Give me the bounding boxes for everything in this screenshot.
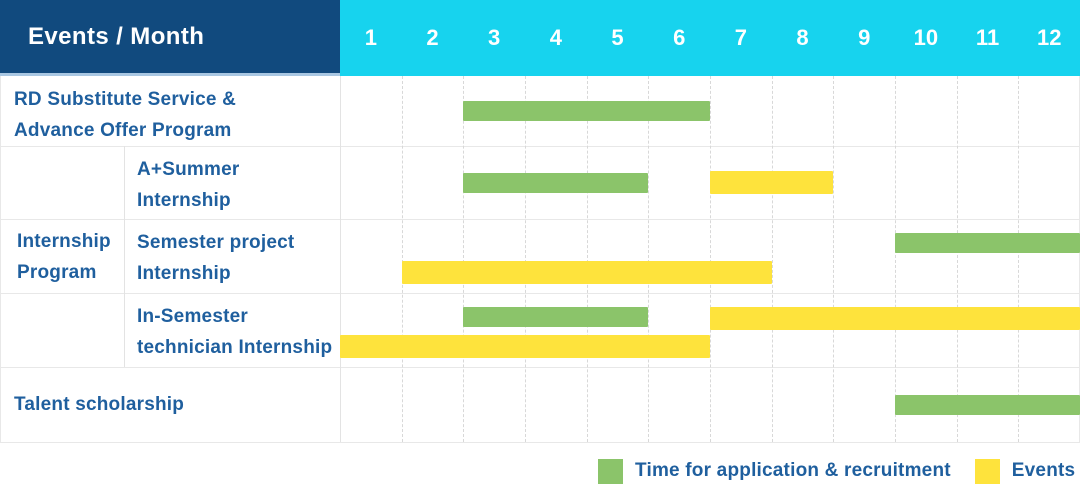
month-gridline	[895, 76, 896, 442]
bar-yellow-semester-project-internship	[402, 261, 772, 284]
row-label-talent-scholarship: Talent scholarship	[14, 367, 336, 442]
row-label-rd-substitute-service-text: RD Substitute Service &	[14, 89, 237, 110]
row-label-in-semester-technician-internship: In-Semester technician Internship	[137, 293, 336, 367]
month-gridline	[1018, 76, 1019, 442]
month-header-10: 10	[913, 25, 939, 50]
bar-yellow-a-plus-summer-internship	[710, 171, 833, 194]
month-gridline	[463, 76, 464, 442]
row-label-rd-substitute-service-text: Advance Offer Program	[14, 120, 232, 141]
legend-item-events: Events	[974, 458, 1076, 484]
bar-green-in-semester-technician-internship	[463, 307, 648, 327]
legend-item-application-recruitment: Time for application & recruitment	[598, 458, 951, 484]
group-label-internship-program-text: Program	[17, 261, 97, 283]
row-border	[0, 442, 1080, 443]
month-header-12: 12	[1036, 25, 1062, 50]
chart-grid	[0, 76, 1080, 443]
row-label-in-semester-technician-internship-text: technician Internship	[137, 337, 333, 358]
month-header-4: 4	[549, 25, 562, 50]
row-label-semester-project-internship-text: Semester project	[137, 232, 295, 253]
bar-yellow-in-semester-technician-internship	[710, 307, 1080, 330]
bar-yellow-in-semester-technician-internship	[340, 335, 710, 358]
month-header-6: 6	[673, 25, 686, 50]
month-header-11: 11	[975, 25, 1000, 50]
month-header-2: 2	[426, 25, 439, 50]
month-header-5: 5	[611, 25, 624, 50]
month-header-1: 1	[364, 25, 377, 50]
month-gridline	[772, 76, 773, 442]
group-label-internship-program: Internship Program	[17, 146, 121, 367]
row-border	[0, 367, 1080, 368]
bar-green-talent-scholarship	[895, 395, 1080, 415]
month-header-9: 9	[858, 25, 871, 50]
month-gridline	[957, 76, 958, 442]
row-label-a-plus-summer-internship-text: A+Summer	[137, 159, 240, 180]
month-header-row: 1 2 3 4 5 6 7 8 9 10 11 12	[340, 0, 1080, 76]
legend-label: Time for application & recruitment	[635, 460, 951, 481]
row-label-a-plus-summer-internship-text: Internship	[137, 190, 231, 211]
row-label-rd-substitute-service: RD Substitute Service & Advance Offer Pro…	[14, 76, 336, 146]
month-gridline	[402, 76, 403, 442]
month-gridline	[710, 76, 711, 442]
month-gridline	[587, 76, 588, 442]
row-border	[0, 219, 1080, 220]
label-column-border	[340, 76, 341, 442]
row-border	[0, 293, 1080, 294]
header-events-month: Events / Month	[0, 0, 340, 76]
row-label-talent-scholarship-text: Talent scholarship	[14, 394, 185, 415]
row-label-semester-project-internship: Semester project Internship	[137, 219, 336, 293]
bar-green-rd-substitute-service	[463, 101, 710, 121]
month-header-3: 3	[488, 25, 501, 50]
row-label-semester-project-internship-text: Internship	[137, 263, 231, 284]
row-label-in-semester-technician-internship-text: In-Semester	[137, 306, 248, 327]
month-gridline	[525, 76, 526, 442]
month-gridline	[833, 76, 834, 442]
table-left-border	[0, 76, 1, 442]
legend-swatch-green	[598, 458, 623, 484]
header-events-month-label: Events / Month	[28, 22, 205, 50]
group-column-divider	[124, 146, 125, 367]
bar-green-semester-project-internship	[895, 233, 1080, 253]
row-label-a-plus-summer-internship: A+Summer Internship	[137, 146, 336, 219]
bar-green-a-plus-summer-internship	[463, 173, 648, 193]
month-header-8: 8	[796, 25, 809, 50]
legend: Time for application & recruitment Events	[598, 456, 1075, 486]
legend-swatch-yellow	[974, 458, 1000, 484]
legend-label: Events	[1011, 460, 1076, 481]
month-header-7: 7	[734, 25, 747, 50]
group-label-internship-program-text: Internship	[17, 230, 111, 252]
row-border	[0, 146, 1080, 147]
month-gridline	[648, 76, 649, 442]
